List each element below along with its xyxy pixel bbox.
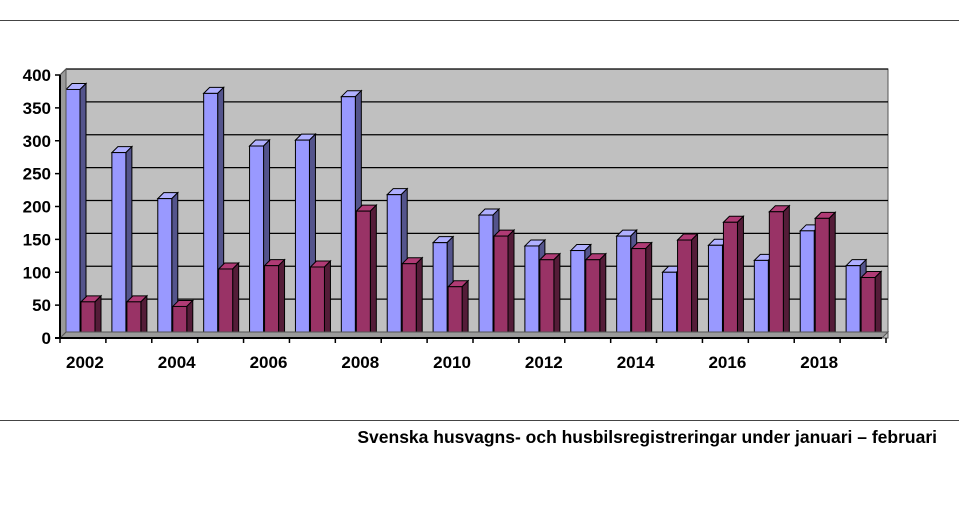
y-tick-label: 150 [23, 230, 51, 249]
bar-front-face [401, 263, 417, 339]
x-tick-label: 2006 [250, 353, 288, 372]
y-tick-labels: 0 50 100 150 200 250 300 350 400 [23, 66, 51, 348]
axes [55, 67, 890, 343]
bar-2015-s2 [676, 232, 699, 340]
bar-2013-s2 [584, 252, 607, 340]
bar-front-face [860, 277, 876, 339]
bar-front-face [707, 244, 723, 339]
y-tick-label: 350 [23, 99, 51, 118]
x-tick-label: 2004 [158, 353, 196, 372]
bar-side-face [232, 261, 240, 340]
bottom-divider-line [0, 420, 959, 421]
bar-side-face [828, 211, 836, 340]
bar-front-face [616, 235, 632, 339]
bar-front-face [203, 92, 219, 339]
bar-front-face [722, 221, 738, 339]
x-tick-label: 2008 [341, 353, 379, 372]
bar-side-face [415, 256, 423, 340]
chart-caption: Svenska husvagns- och husbilsregistrerin… [357, 427, 937, 447]
bar-front-face [309, 266, 325, 339]
x-tick-label: 2010 [433, 353, 471, 372]
bar-2016-s2 [722, 215, 745, 340]
y-tick-label: 300 [23, 132, 51, 151]
x-tick-label: 2014 [617, 353, 655, 372]
bar-side-face [874, 270, 882, 340]
bar-front-face [386, 194, 402, 339]
bar-2002-s2 [79, 294, 103, 340]
y-tick-label: 100 [23, 263, 51, 282]
y-tick-label: 400 [23, 66, 51, 85]
bar-front-face [447, 286, 463, 339]
x-tick-labels: 2002 2004 2006 2008 2010 2012 2014 2016 2018 [66, 353, 838, 372]
bar-front-face [814, 217, 830, 339]
bar-side-face [323, 259, 331, 340]
x-tick-label: 2018 [800, 353, 838, 372]
x-tick-label: 2002 [66, 353, 104, 372]
y-tick-label: 0 [42, 329, 51, 348]
bar-2004-s2 [171, 299, 194, 340]
y-tick-label: 200 [23, 198, 51, 217]
bar-front-face [65, 88, 81, 339]
bar-2003-s1 [110, 145, 134, 340]
x-tick-label: 2012 [525, 353, 563, 372]
bar-side-face [736, 215, 744, 340]
bar-2010-s2 [446, 279, 470, 340]
bar-2011-s2 [492, 228, 516, 340]
bar-2017-s2 [768, 204, 791, 340]
bar-front-face [294, 139, 310, 339]
bar-front-face [570, 250, 586, 339]
bar-side-face [691, 232, 699, 340]
bar-side-face [507, 228, 515, 340]
bar-front-face [768, 211, 784, 339]
bar-side-face [599, 252, 607, 340]
bar-front-face [111, 152, 127, 339]
bar-front-face [524, 245, 540, 339]
plot-area [65, 68, 889, 339]
bar-front-face [845, 265, 861, 339]
bar-side-face [782, 204, 790, 340]
bar-2005-s2 [217, 261, 240, 340]
bar-front-face [218, 268, 234, 339]
bar-side-face [645, 241, 653, 340]
bar-front-face [355, 210, 371, 339]
bar-side-face [461, 279, 469, 340]
bar-2004-s1 [156, 191, 179, 340]
bar-2009-s2 [401, 256, 424, 340]
bar-2006-s2 [263, 258, 286, 340]
bars [64, 82, 883, 340]
bar-2012-s2 [538, 252, 562, 340]
bar-front-face [432, 242, 448, 339]
bar-front-face [264, 265, 280, 339]
bar-front-face [478, 214, 494, 339]
bar-front-face [157, 198, 173, 339]
bar-front-face [662, 271, 678, 339]
bar-front-face [753, 259, 769, 339]
bar-2014-s2 [630, 241, 653, 340]
bar-2018-s2 [814, 211, 837, 340]
bar-front-face [631, 248, 647, 339]
bar-front-face [799, 230, 815, 339]
bar-front-face [249, 145, 265, 339]
bar-side-face [369, 203, 377, 340]
bar-side-face [278, 258, 286, 340]
top-divider-line [0, 20, 959, 21]
bar-front-face [493, 235, 509, 339]
y-tick-label: 50 [32, 296, 51, 315]
x-tick-label: 2016 [708, 353, 746, 372]
bar-2006-s1 [248, 138, 271, 340]
bar-2007-s2 [309, 259, 332, 340]
bar-side-face [553, 252, 561, 340]
bar-2019-s2 [859, 270, 883, 340]
y-tick-label: 250 [23, 165, 51, 184]
bar-front-face [340, 96, 356, 339]
bar-front-face [585, 259, 601, 339]
bar-front-face [677, 239, 693, 339]
gridlines [59, 68, 888, 306]
bar-2008-s2 [355, 203, 378, 340]
bar-front-face [539, 259, 555, 339]
